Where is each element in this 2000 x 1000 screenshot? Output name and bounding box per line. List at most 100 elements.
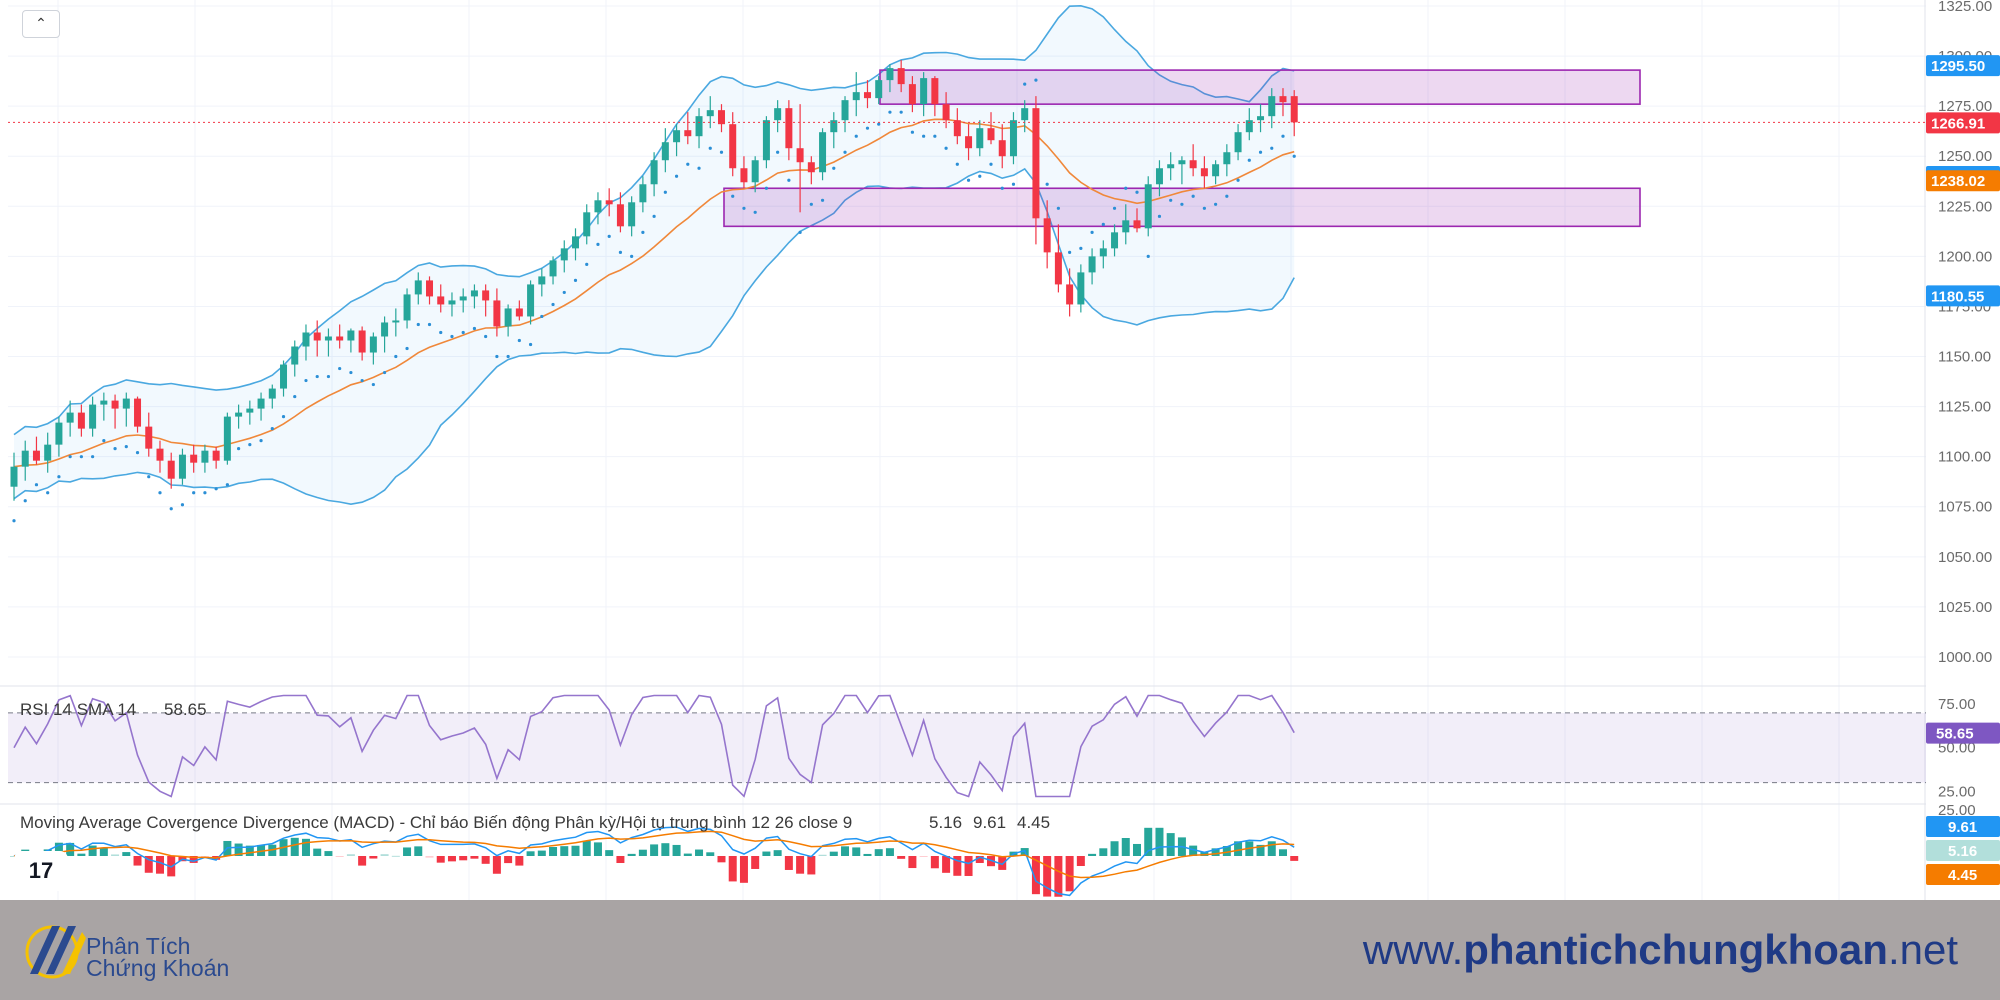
candle-up: [751, 160, 759, 183]
price-tick-label: 1000.00: [1938, 649, 1992, 666]
candle-up: [1077, 272, 1085, 305]
rsi-legend-value: 58.65: [164, 700, 207, 719]
macd-histogram-bar: [1065, 856, 1074, 892]
sar-dot: [1169, 198, 1173, 202]
candle-up: [504, 308, 512, 327]
sar-dot: [1214, 202, 1218, 206]
macd-histogram-bar: [481, 856, 490, 864]
sar-dot: [68, 455, 72, 459]
candle-down: [740, 168, 748, 183]
macd-histogram-bar: [99, 847, 108, 856]
macd-histogram-bar: [695, 849, 704, 856]
macd-histogram-bar: [358, 856, 367, 866]
sar-dot: [922, 134, 926, 138]
sar-dot: [764, 186, 769, 190]
sar-dot: [1281, 134, 1285, 138]
sar-dot: [573, 278, 578, 283]
macd-histogram-bar: [200, 856, 209, 857]
candle-down: [482, 290, 490, 301]
sar-dot: [394, 354, 398, 359]
collapse-button[interactable]: ⌃: [22, 10, 60, 38]
sar-dot: [978, 174, 982, 178]
sar-dot: [293, 394, 297, 399]
rsi-tag: [1926, 722, 2000, 744]
tradingview-logo[interactable]: 17: [14, 851, 68, 891]
candle-down: [684, 130, 692, 137]
candle-up: [650, 160, 658, 185]
candle-up: [21, 450, 29, 467]
macd-histogram-bar: [1211, 848, 1220, 856]
price-tag-label: 1238.02: [1931, 173, 1985, 190]
candle-down: [493, 300, 501, 327]
macd-histogram-bar: [1054, 856, 1063, 897]
macd-histogram-bar: [605, 850, 614, 856]
sar-dot: [203, 491, 207, 495]
sar-dot: [1247, 158, 1251, 162]
price-tag: [1926, 112, 2000, 134]
candle-down: [111, 400, 119, 409]
candle-down: [32, 450, 40, 461]
sar-dot: [1068, 250, 1072, 254]
macd-histogram-bar: [1121, 838, 1130, 856]
website-url[interactable]: www.phantichchungkhoan.net: [1363, 925, 1958, 975]
sar-dot: [652, 214, 656, 218]
candle-down: [796, 148, 804, 163]
sar-dot: [877, 122, 881, 126]
price-chart[interactable]: 1325.001300.001275.001250.001225.001200.…: [0, 0, 2000, 900]
price-tick-label: 1225.00: [1938, 198, 1992, 215]
sar-dot: [405, 346, 409, 351]
sar-dot: [1112, 206, 1117, 210]
macd-histogram-bar: [1155, 827, 1164, 856]
sar-dot: [787, 178, 791, 182]
candle-down: [1200, 168, 1208, 177]
candle-down: [336, 336, 344, 341]
sar-dot: [966, 178, 971, 182]
candle-up: [122, 398, 130, 409]
sar-dot: [34, 483, 39, 487]
candle-up: [268, 388, 276, 399]
sar-dot: [697, 166, 701, 170]
price-tag: [1926, 55, 2000, 77]
macd-histogram-bar: [1031, 856, 1040, 895]
sar-dot: [46, 491, 50, 495]
macd-histogram-bar: [807, 856, 816, 875]
sar-dot: [686, 162, 690, 166]
sar-dot: [1270, 146, 1274, 150]
sar-dot: [1146, 254, 1150, 258]
candle-up: [695, 116, 703, 137]
rsi-legend-label: RSI 14 SMA 14: [20, 700, 136, 719]
sar-dot: [933, 134, 937, 138]
macd-histogram-bar: [908, 856, 917, 869]
price-tick-label: 1125.00: [1938, 399, 1991, 416]
brand-logo: [25, 925, 86, 979]
candle-up: [459, 296, 467, 301]
price-tick-label: 1275.00: [1938, 98, 1992, 115]
brand-name: Phân Tích Chứng Khoán: [86, 933, 229, 980]
candle-down: [190, 454, 198, 463]
macd-histogram-bar: [762, 851, 771, 856]
sar-dot: [607, 234, 611, 238]
sar-dot: [888, 110, 892, 114]
candle-up: [257, 398, 265, 409]
candle-up: [920, 78, 928, 105]
candle-up: [560, 248, 568, 261]
sar-dot: [742, 206, 746, 210]
macd-histogram-bar: [245, 845, 254, 856]
macd-histogram-bar: [335, 856, 344, 857]
sar-dot: [1292, 154, 1296, 158]
brand-line-1: Phân Tích: [86, 933, 191, 959]
macd-histogram-bar: [470, 856, 479, 859]
sar-dot: [820, 198, 825, 202]
price-tick-label: 1250.00: [1938, 148, 1992, 165]
macd-histogram-bar: [257, 844, 266, 856]
macd-histogram-bar: [650, 844, 659, 856]
candle-down: [313, 332, 321, 341]
macd-histogram-bar: [930, 856, 939, 869]
candle-up: [1212, 164, 1220, 177]
macd-histogram-bar: [447, 856, 456, 862]
sar-dot: [382, 370, 387, 375]
candle-up: [527, 284, 535, 317]
sar-dot: [1000, 186, 1004, 190]
sar-dot: [1056, 206, 1060, 210]
macd-legend-value: 5.16: [929, 813, 962, 832]
